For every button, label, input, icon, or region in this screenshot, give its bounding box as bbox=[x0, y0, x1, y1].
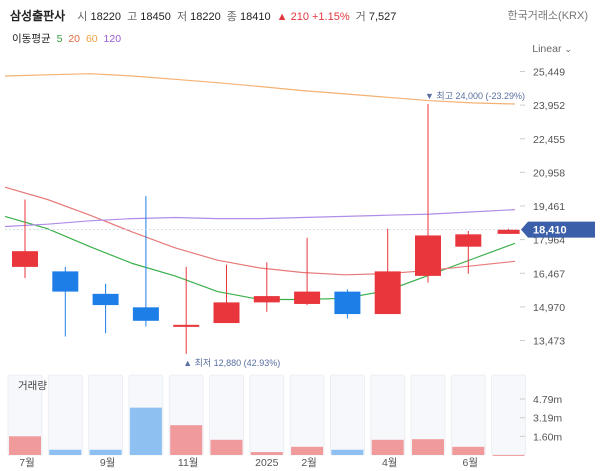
ma-20-label[interactable]: 20 bbox=[68, 33, 81, 45]
price-tick-label: 25,449 bbox=[533, 67, 565, 79]
stock-name: 삼성출판사 bbox=[10, 9, 66, 23]
volume-bar bbox=[452, 446, 485, 455]
candle-body bbox=[334, 291, 361, 315]
volume-tick-label: 4.79m bbox=[533, 394, 562, 406]
low-label: 저 bbox=[176, 11, 188, 23]
volume-column-bg bbox=[47, 374, 83, 456]
candle-body bbox=[253, 296, 280, 303]
volume-label: 거 bbox=[355, 11, 366, 23]
x-tick-label: 4월 bbox=[382, 457, 398, 469]
candle bbox=[92, 283, 119, 334]
candle bbox=[415, 104, 441, 283]
open-value: 18220 bbox=[90, 11, 122, 23]
volume-bar bbox=[492, 454, 525, 456]
volume-bar bbox=[89, 449, 122, 455]
scale-label: Linear bbox=[532, 43, 562, 55]
volume-bar bbox=[49, 449, 82, 455]
x-tick-label: 2025 bbox=[255, 457, 279, 469]
ma-60-line bbox=[4, 73, 516, 105]
price-tick-label: 19,461 bbox=[533, 201, 565, 213]
candle-body bbox=[455, 234, 482, 247]
volume-column-bg bbox=[289, 374, 325, 456]
candle-body bbox=[374, 271, 401, 315]
open-label: 시 bbox=[77, 11, 88, 23]
candle bbox=[253, 262, 280, 312]
ma-60-label[interactable]: 60 bbox=[85, 33, 98, 45]
price-tick-label: 14,970 bbox=[533, 302, 565, 314]
candle-body bbox=[173, 324, 200, 327]
high-label: 고 bbox=[127, 11, 138, 23]
candle bbox=[132, 196, 159, 327]
price-tick-label: 20,958 bbox=[533, 167, 565, 179]
candle bbox=[213, 264, 240, 324]
candle bbox=[455, 230, 482, 274]
candle bbox=[52, 266, 79, 337]
change-value: ▲ 210 +1.15% bbox=[276, 11, 350, 23]
volume-bar bbox=[412, 439, 444, 455]
volume-bar bbox=[170, 425, 203, 455]
ma-120-line bbox=[4, 209, 516, 228]
volume-bar bbox=[9, 436, 41, 455]
close-label: 종 bbox=[226, 11, 237, 23]
volume-bar bbox=[250, 452, 283, 455]
volume-bar bbox=[291, 446, 324, 455]
candle bbox=[294, 237, 321, 306]
moving-average-legend: 이동평균 5 20 60 120 bbox=[12, 31, 124, 46]
volume-bar bbox=[129, 407, 162, 455]
x-tick-label: 6월 bbox=[463, 457, 479, 469]
chevron-down-icon: ⌄ bbox=[564, 44, 572, 54]
candle-body bbox=[213, 302, 240, 324]
price-tick-label: 22,455 bbox=[533, 134, 565, 146]
volume-bar bbox=[210, 439, 243, 455]
candle-body bbox=[12, 251, 38, 267]
x-tick-label: 7월 bbox=[19, 457, 35, 469]
x-tick-label: 9월 bbox=[100, 457, 116, 469]
candle bbox=[173, 266, 200, 354]
current-price-label: 18,410 bbox=[533, 225, 567, 237]
ma-5-label[interactable]: 5 bbox=[56, 33, 63, 45]
candle-body bbox=[92, 293, 119, 306]
volume-column-bg bbox=[450, 374, 486, 456]
candle bbox=[374, 228, 401, 315]
candle-body bbox=[294, 291, 321, 304]
price-header: 삼성출판사 시 18220 고 18450 저 18220 종 18410 ▲ … bbox=[10, 7, 588, 25]
volume-column-bg bbox=[249, 374, 285, 456]
scale-toggle-button[interactable]: Linear ⌄ bbox=[532, 43, 572, 55]
x-tick-label: 2월 bbox=[301, 457, 317, 469]
volume-bar bbox=[371, 439, 404, 455]
price-tick-label: 17,964 bbox=[533, 235, 565, 247]
candle-body bbox=[132, 307, 159, 321]
current-price-badge bbox=[521, 221, 595, 238]
high-annotation: ▼ 최고 24,000 (-23.29%) bbox=[425, 91, 525, 101]
low-annotation: ▲ 최저 12,880 (42.93%) bbox=[183, 358, 280, 368]
volume-value: 7,527 bbox=[368, 11, 397, 23]
volume-bar bbox=[331, 449, 364, 455]
candle bbox=[497, 228, 520, 234]
candle-body bbox=[497, 229, 520, 234]
high-value: 18450 bbox=[140, 11, 171, 23]
candle bbox=[334, 289, 361, 319]
volume-tick-label: 3.19m bbox=[533, 413, 562, 425]
volume-column-bg bbox=[491, 374, 527, 456]
candle-body bbox=[415, 235, 441, 276]
volume-tick-label: 1.60m bbox=[533, 431, 562, 443]
close-value: 18410 bbox=[239, 11, 271, 23]
candle bbox=[12, 199, 38, 279]
price-tick-label: 16,467 bbox=[533, 268, 565, 280]
volume-column-bg bbox=[329, 374, 365, 456]
exchange-label: 한국거래소(KRX) bbox=[507, 10, 588, 22]
volume-column-bg bbox=[88, 374, 123, 456]
low-value: 18220 bbox=[190, 11, 221, 23]
price-tick-label: 23,952 bbox=[533, 100, 565, 112]
x-tick-label: 11월 bbox=[178, 457, 199, 469]
ma-label: 이동평균 bbox=[12, 33, 51, 45]
ma-120-label[interactable]: 120 bbox=[103, 33, 122, 45]
candle-body bbox=[52, 271, 79, 292]
volume-panel-label: 거래량 bbox=[18, 380, 47, 392]
price-tick-label: 13,473 bbox=[533, 336, 565, 348]
